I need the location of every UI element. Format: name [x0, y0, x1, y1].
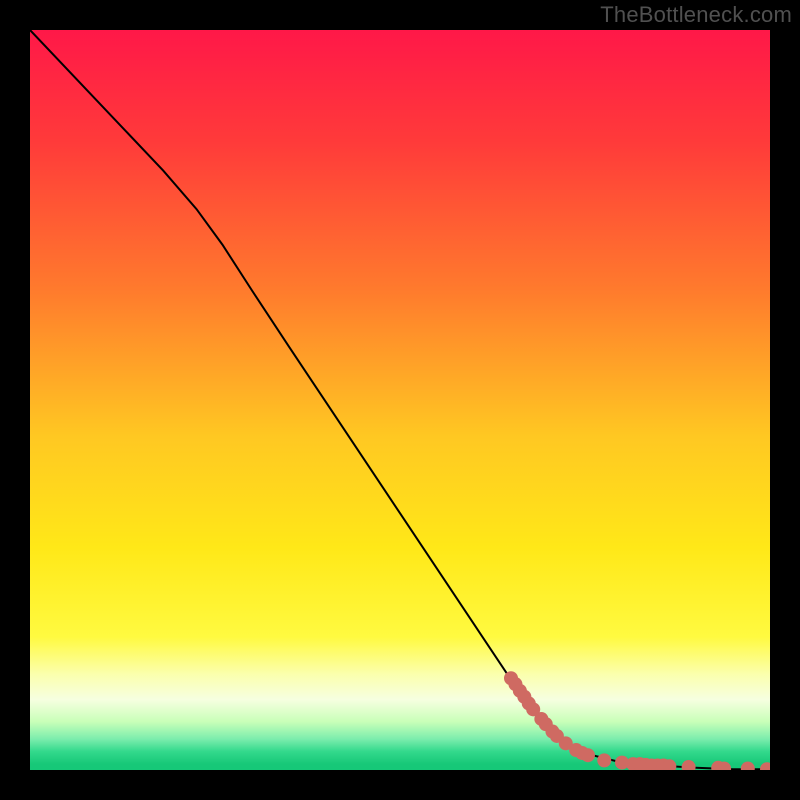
data-point-marker	[597, 753, 611, 767]
plot-area	[30, 30, 770, 770]
gradient-background	[30, 30, 770, 770]
data-point-marker	[581, 748, 595, 762]
watermark-text: TheBottleneck.com	[600, 2, 792, 28]
bottleneck-curve-chart	[30, 30, 770, 770]
chart-frame: TheBottleneck.com	[0, 0, 800, 800]
